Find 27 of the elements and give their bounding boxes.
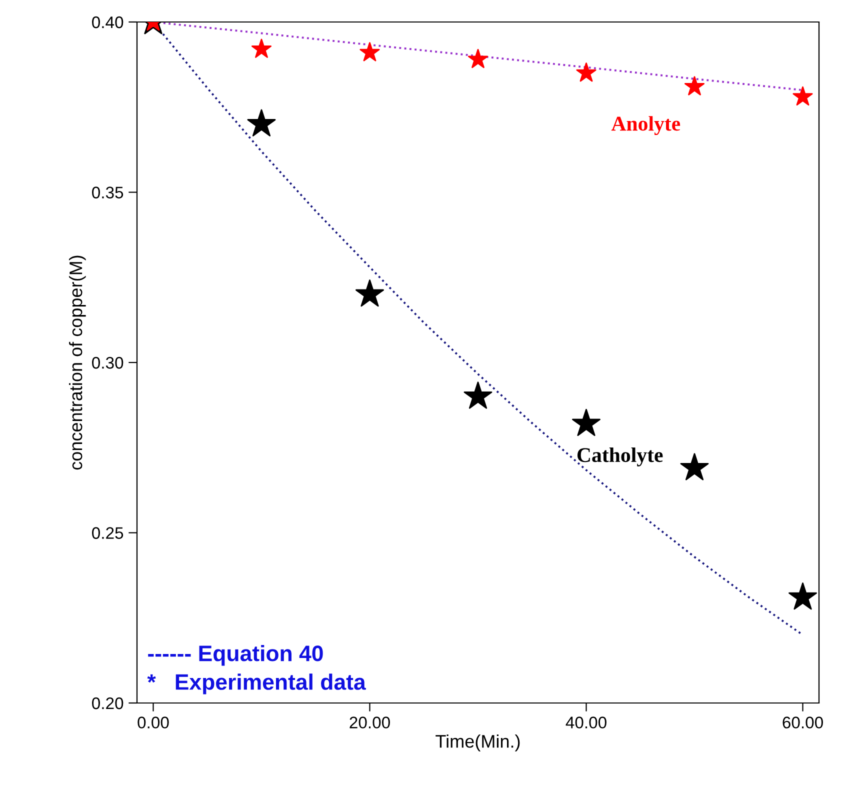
point xyxy=(576,62,596,82)
annotation: ------ Equation 40 xyxy=(148,644,323,666)
x-axis-title: Time(Min.) xyxy=(436,734,520,752)
y-tick-label: 0.25 xyxy=(92,527,124,539)
point xyxy=(792,86,813,106)
point xyxy=(572,408,600,436)
y-axis-title: concentration of copper(M) xyxy=(68,256,86,470)
x-tick-label: 0.00 xyxy=(138,716,169,728)
y-tick-label: 0.30 xyxy=(92,356,124,369)
point xyxy=(788,582,817,610)
y-tick-label: 0.40 xyxy=(92,16,124,28)
x-tick-label: 60.00 xyxy=(782,716,823,728)
x-tick-label: 20.00 xyxy=(350,716,390,728)
y-tick-label: 0.20 xyxy=(92,697,124,710)
point xyxy=(680,453,709,480)
x-tick-label: 40.00 xyxy=(566,716,606,728)
series-label: Catholyte xyxy=(577,447,663,466)
point xyxy=(247,109,276,136)
point xyxy=(468,48,488,68)
y-tick-label: 0.35 xyxy=(92,186,124,198)
point xyxy=(356,279,384,307)
series-label: Anolyte xyxy=(611,116,680,136)
point xyxy=(464,382,492,409)
point xyxy=(360,42,380,62)
point xyxy=(251,38,272,58)
point xyxy=(684,76,705,96)
annotation: * Experimental data xyxy=(147,674,366,694)
